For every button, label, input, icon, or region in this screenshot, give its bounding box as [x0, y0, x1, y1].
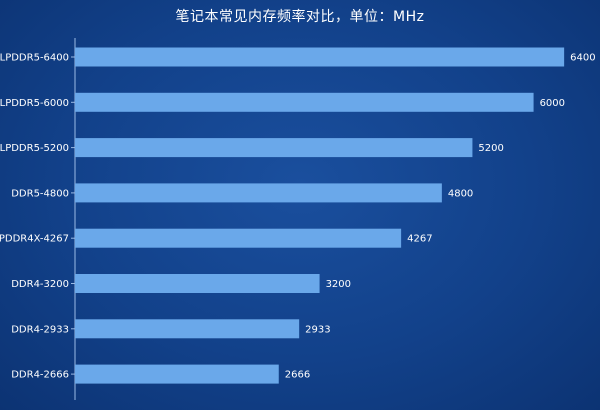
category-label: LPDDR5-6000 [0, 98, 69, 109]
bar-lpddr5-6400 [75, 47, 565, 67]
value-label: 4800 [448, 188, 473, 199]
chart-title: 笔记本常见内存频率对比，单位：MHz [175, 9, 425, 25]
category-label: DDR4-2933 [11, 324, 69, 335]
value-label: 6000 [540, 98, 565, 109]
value-label: 6400 [570, 53, 595, 64]
category-label: LPDDR5-6400 [0, 53, 69, 64]
bar-lpddr5-5200 [75, 138, 473, 158]
bar-ddr4-3200 [75, 274, 320, 293]
category-label: DDR5-4800 [11, 188, 69, 199]
bar-ddr4-2933 [75, 319, 300, 339]
bar-ddr5-4800 [75, 183, 442, 203]
value-label: 2933 [305, 324, 330, 335]
category-label: DDR4-3200 [11, 279, 69, 290]
category-label: DDR4-2666 [11, 370, 69, 381]
bar-lpddr4x-4267 [75, 228, 402, 248]
value-label: 2666 [285, 370, 310, 381]
value-label: 5200 [478, 143, 503, 154]
value-label: 3200 [326, 279, 351, 290]
category-label: LPDDR5-5200 [0, 143, 69, 154]
value-label: 4267 [407, 234, 432, 245]
bar-lpddr5-6000 [75, 92, 534, 112]
category-label: LPDDR4X-4267 [0, 234, 69, 245]
bar-ddr4-2666 [75, 364, 279, 384]
